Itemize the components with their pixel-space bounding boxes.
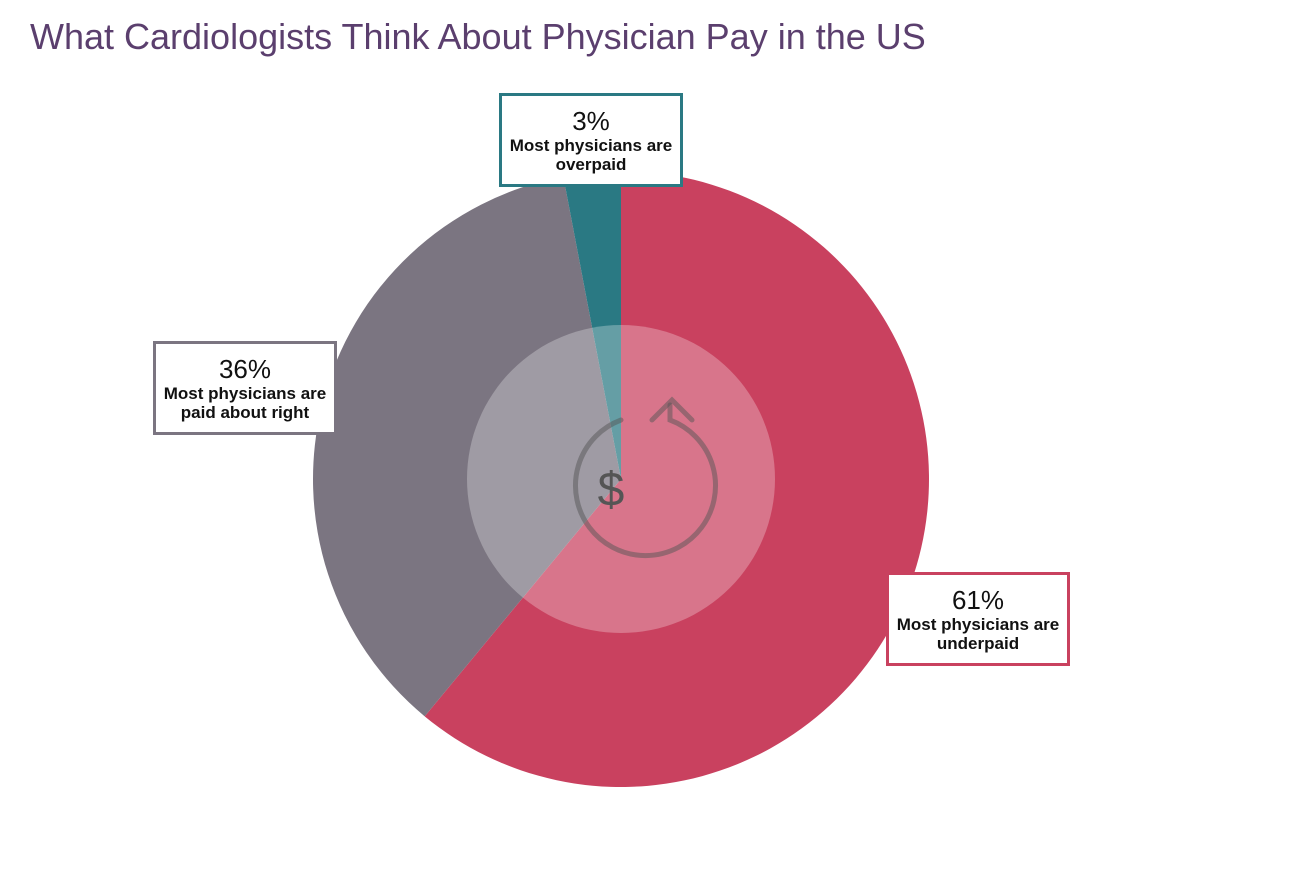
category-label: Most physicians are paid about right — [163, 384, 327, 422]
value-label: 36% — [218, 354, 272, 384]
center-icon: $ — [573, 396, 718, 559]
chart-title: What Cardiologists Think About Physician… — [30, 16, 926, 57]
label-box: 36% Most physicians are paid about right — [153, 341, 337, 435]
pie-slice — [424, 171, 930, 787]
pie-slice — [563, 171, 621, 479]
value-label: 3% — [572, 106, 610, 136]
category-label: Most physicians are underpaid — [896, 615, 1060, 653]
label-box: 3% Most physicians are overpaid — [499, 93, 683, 187]
pie-slice — [312, 176, 621, 717]
label-box: 61% Most physicians are underpaid — [886, 572, 1070, 666]
slices — [312, 171, 930, 787]
value-label: 61% — [951, 585, 1005, 615]
center-disc — [467, 325, 775, 633]
category-label: Most physicians are overpaid — [509, 136, 673, 174]
svg-text:$: $ — [598, 464, 625, 517]
